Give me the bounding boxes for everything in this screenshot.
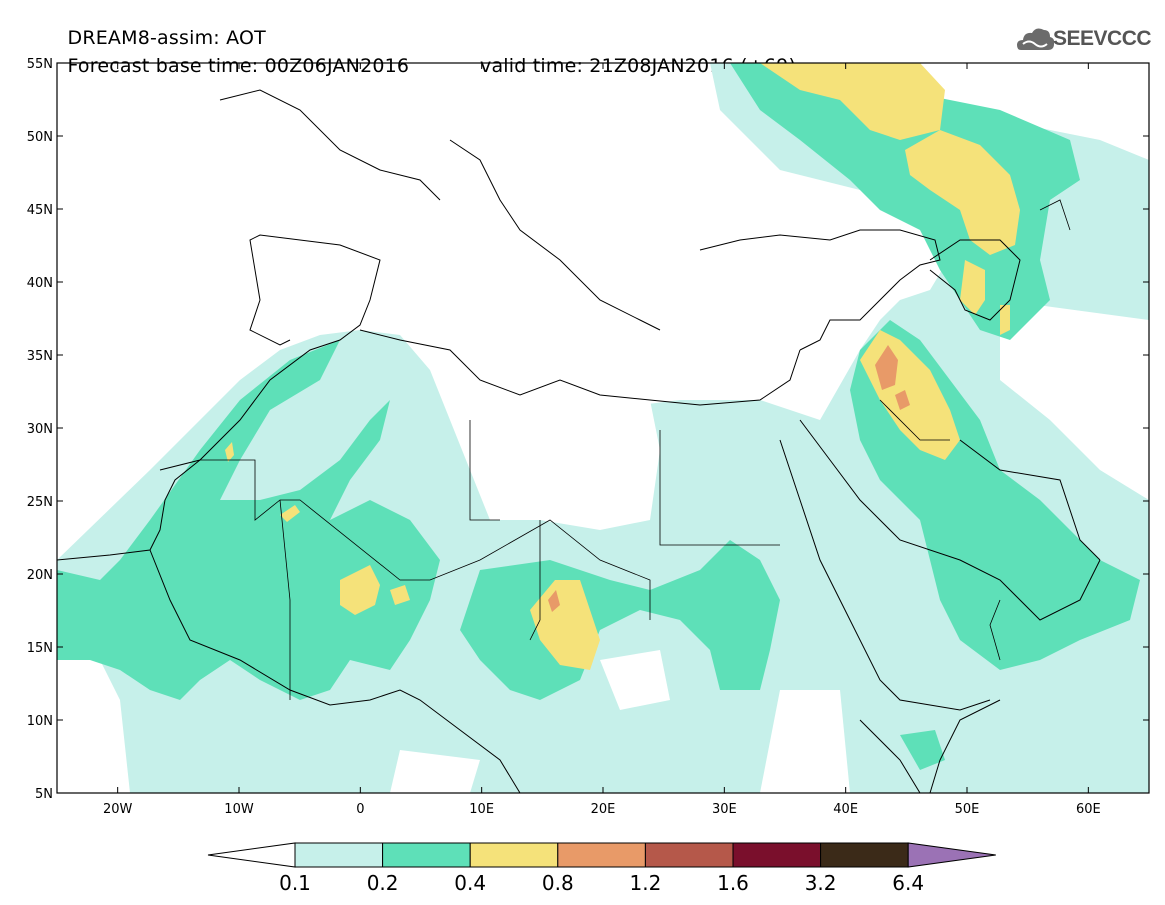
axis-ticks: [57, 62, 1149, 794]
lon-label: 10E: [469, 802, 494, 817]
lat-label: 25N: [27, 495, 53, 510]
colorbar-swatch: [644, 842, 734, 868]
colorbar-swatch: [732, 842, 822, 868]
base-time-label: Forecast base time: 00Z06JAN2016: [67, 55, 410, 77]
colorbar-swatch: [382, 842, 471, 868]
colorbar-label: 0.1: [279, 871, 311, 895]
colorbar-label: 3.2: [805, 871, 837, 895]
lat-label: 50N: [27, 130, 53, 145]
colorbar-over-triangle: [907, 842, 996, 868]
cloud-icon: [1017, 28, 1055, 50]
lon-label: 0: [356, 802, 364, 817]
logo-text: SEEVCCC: [1053, 27, 1152, 50]
lon-label: 40E: [833, 802, 858, 817]
aot-level-0.8: [548, 345, 910, 612]
lat-label: 20N: [27, 568, 53, 583]
lon-label: 50E: [955, 802, 980, 817]
lon-label: 20E: [591, 802, 616, 817]
map-subtitle: Forecast base time: 00Z06JAN2016 valid ti…: [55, 33, 795, 77]
colorbar-under-triangle: [207, 842, 296, 868]
lon-label: 20W: [103, 802, 133, 817]
colorbar-swatch: [820, 842, 909, 868]
colorbar-label: 1.6: [717, 871, 749, 895]
lat-label: 15N: [27, 641, 53, 656]
lon-label: 10W: [224, 802, 254, 817]
lat-label: 40N: [27, 276, 53, 291]
lat-label: 5N: [35, 787, 53, 802]
lon-label: 30E: [712, 802, 737, 817]
lat-label: 35N: [27, 349, 53, 364]
colorbar-label: 0.8: [542, 871, 574, 895]
colorbar-label: 0.2: [367, 871, 399, 895]
colorbar-swatch: [557, 842, 646, 868]
lon-label: 60E: [1076, 802, 1101, 817]
lat-label: 55N: [27, 57, 53, 72]
colorbar: 0.1 0.2 0.4 0.8 1.2 1.6 3.2 6.4: [207, 842, 996, 895]
colorbar-label: 0.4: [454, 871, 486, 895]
latitude-labels: 55N 50N 45N 40N 35N 30N 25N 20N 15N 10N 5N: [27, 57, 53, 802]
lat-label: 45N: [27, 203, 53, 218]
country-borders: [200, 199, 1071, 700]
lat-label: 10N: [27, 714, 53, 729]
colorbar-label: 6.4: [892, 871, 924, 895]
title-product: DREAM8-assim: AOT: [67, 27, 266, 49]
coastlines: [57, 89, 1101, 793]
aot-level-0.4: [225, 63, 1020, 670]
colorbar-label: 1.2: [629, 871, 661, 895]
longitude-labels: 20W 10W 0 10E 20E 30E 40E 50E 60E: [103, 802, 1101, 817]
colorbar-swatch: [469, 842, 559, 868]
map-title: DREAM8-assim: AOT: [55, 5, 266, 49]
aot-field: [57, 63, 1149, 793]
aot-below-0.1: [57, 300, 1149, 793]
lat-label: 30N: [27, 422, 53, 437]
colorbar-swatch: [294, 842, 384, 868]
